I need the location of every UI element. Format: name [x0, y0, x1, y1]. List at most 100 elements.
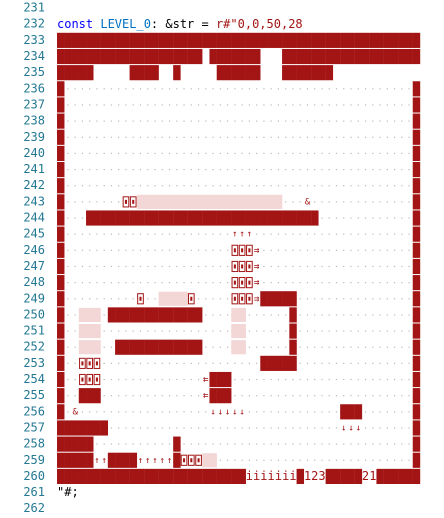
wall	[151, 468, 159, 484]
dot	[393, 265, 396, 268]
dot	[110, 443, 113, 445]
dot	[234, 362, 236, 364]
dot	[292, 249, 294, 251]
dot	[277, 395, 280, 397]
dot	[357, 298, 359, 300]
dot	[212, 136, 214, 138]
dot	[343, 120, 345, 122]
wall	[115, 307, 123, 323]
boxed-glyph-inner	[241, 264, 244, 269]
line-number: 238	[23, 114, 45, 128]
dot	[350, 104, 352, 106]
dot	[263, 330, 265, 332]
dot	[74, 362, 76, 364]
dot	[256, 362, 258, 364]
wall	[260, 355, 268, 371]
dot	[285, 282, 287, 284]
pink-tile	[78, 324, 87, 339]
dot	[306, 88, 309, 90]
map-row	[57, 48, 421, 65]
map-glyph: 1	[304, 469, 311, 483]
line-number: 253	[23, 356, 45, 370]
dot	[401, 265, 403, 268]
wall	[115, 210, 123, 226]
dot	[219, 233, 221, 235]
dot	[335, 136, 338, 138]
wall	[78, 32, 87, 48]
map-glyph: i	[268, 469, 275, 483]
wall	[412, 355, 421, 371]
dot	[67, 314, 69, 316]
dot	[343, 104, 345, 106]
dot	[343, 362, 345, 364]
dot	[357, 120, 359, 122]
dot	[103, 152, 105, 155]
dot	[292, 152, 294, 155]
wall	[369, 48, 377, 65]
wall	[57, 339, 65, 355]
dot	[292, 282, 294, 284]
dot	[176, 168, 178, 171]
dot	[292, 88, 294, 90]
dot	[364, 136, 367, 138]
dot	[299, 411, 301, 413]
dot	[81, 233, 84, 235]
boxed-glyph-inner	[241, 280, 244, 285]
line-number: 256	[23, 404, 45, 418]
wall	[260, 32, 268, 48]
dot	[357, 330, 359, 332]
wall	[289, 48, 297, 65]
dot	[306, 233, 309, 235]
dot	[67, 395, 69, 397]
map-row: ⇉	[57, 258, 421, 275]
dot	[74, 314, 76, 316]
dot	[386, 233, 388, 235]
dot	[139, 233, 142, 235]
pink-tile	[187, 194, 196, 209]
wall	[57, 388, 65, 404]
wall	[122, 307, 130, 323]
dot	[118, 185, 120, 187]
boxed-glyph-inner	[139, 296, 142, 301]
dot	[241, 104, 243, 106]
dot	[248, 120, 250, 122]
wall	[144, 48, 152, 65]
dot	[234, 88, 236, 90]
dot	[292, 185, 294, 187]
dot	[205, 362, 207, 364]
dot	[168, 362, 171, 364]
dot	[74, 249, 76, 251]
dot	[299, 459, 301, 461]
dot	[328, 136, 330, 138]
dot	[408, 88, 410, 90]
boxed-glyph-inner	[132, 199, 135, 204]
dot	[81, 217, 84, 219]
dot	[161, 411, 163, 413]
dot	[321, 411, 323, 413]
map-row	[57, 129, 421, 145]
dot	[306, 104, 309, 106]
dot	[96, 282, 98, 284]
line-number: 235	[23, 65, 45, 79]
dot	[234, 427, 236, 429]
dot	[379, 314, 381, 316]
dot	[321, 265, 323, 268]
dot	[270, 168, 272, 171]
dot	[386, 443, 388, 445]
wall	[57, 81, 65, 97]
dot	[147, 443, 149, 445]
wall	[158, 32, 167, 48]
dot	[372, 136, 374, 138]
dot	[103, 265, 105, 268]
dot	[219, 249, 221, 251]
dot	[147, 330, 149, 332]
wall	[71, 48, 79, 65]
wall	[180, 32, 188, 48]
dot	[212, 330, 214, 332]
wall	[202, 32, 210, 48]
dot	[306, 152, 309, 155]
dot	[227, 298, 229, 300]
wall	[187, 339, 196, 355]
dot	[350, 282, 352, 284]
wall	[289, 323, 297, 339]
